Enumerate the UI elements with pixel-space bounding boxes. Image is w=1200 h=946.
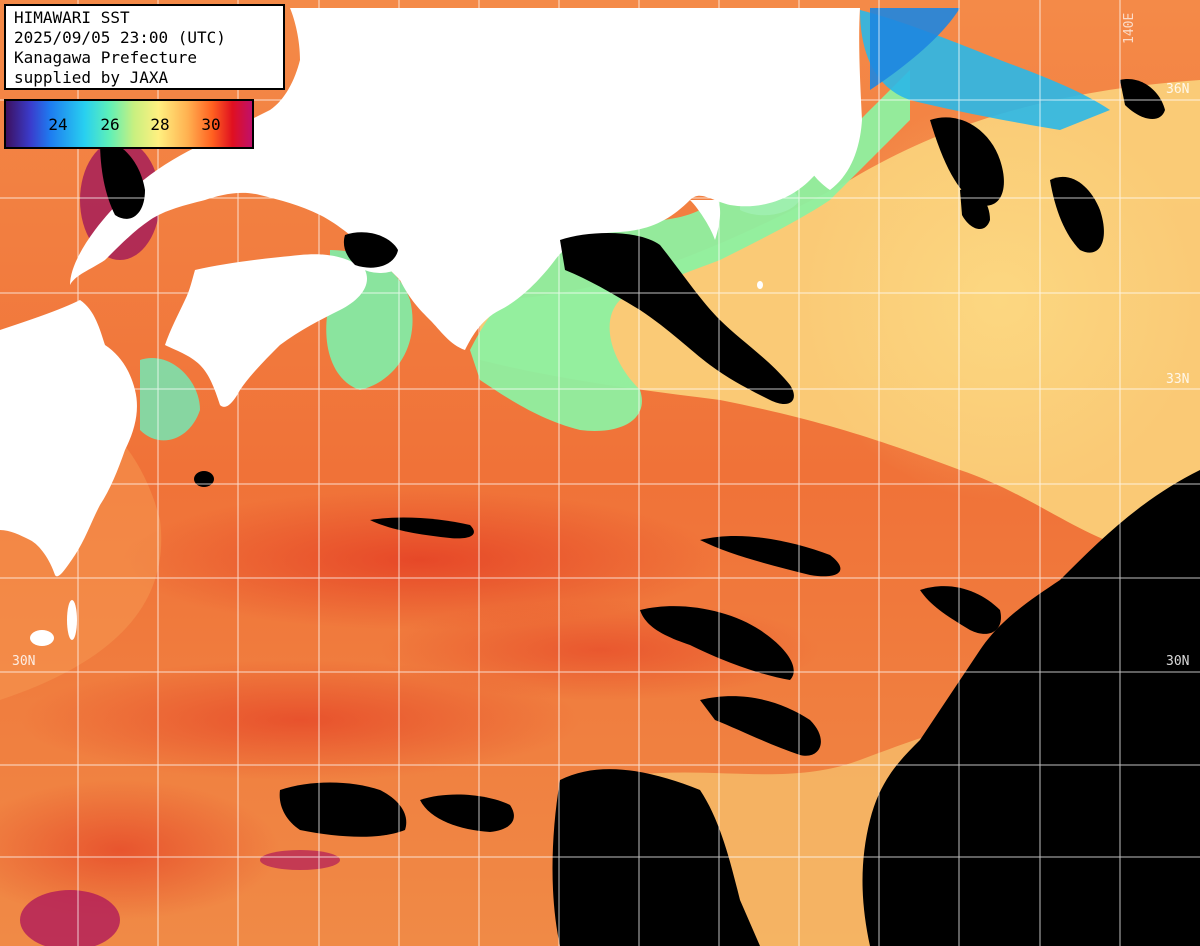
lat-label-30n-right: 30N <box>1166 654 1190 669</box>
temperature-legend: 24 26 28 30 <box>4 99 254 149</box>
landmass <box>0 8 862 646</box>
legend-tick-26: 26 <box>100 115 120 134</box>
warm-water-patches <box>0 140 820 946</box>
cloud-cover <box>100 79 1200 946</box>
legend-tick-28: 28 <box>150 115 170 134</box>
product-title: HIMAWARI SST <box>14 8 130 27</box>
lat-label-33n: 33N <box>1166 372 1190 387</box>
map-info-box: HIMAWARI SST 2025/09/05 23:00 (UTC) Kana… <box>4 4 285 90</box>
observation-timestamp: 2025/09/05 23:00 (UTC) <box>14 28 226 47</box>
legend-tick-30: 30 <box>201 115 221 134</box>
lat-label-36n: 36N <box>1166 82 1190 97</box>
region-label: Kanagawa Prefecture <box>14 48 198 67</box>
data-supplier: supplied by JAXA <box>14 68 169 87</box>
legend-color-bar <box>6 101 252 147</box>
legend-tick-24: 24 <box>48 115 68 134</box>
lon-label-140e: 140E <box>1122 12 1137 44</box>
lat-label-30n-left: 30N <box>12 654 36 669</box>
